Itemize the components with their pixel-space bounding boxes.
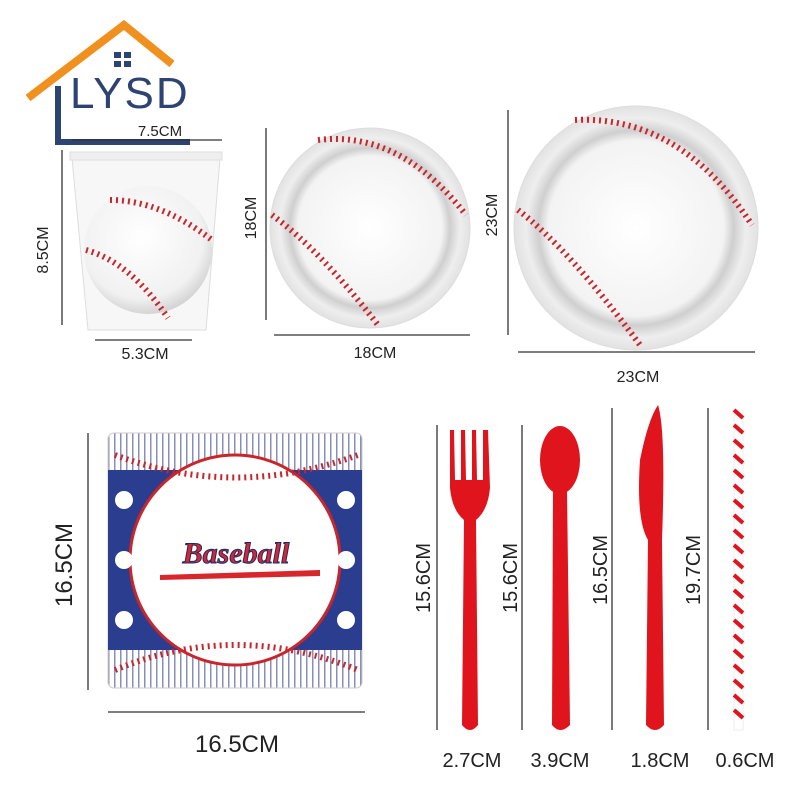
napkin: Baseball	[107, 432, 363, 689]
cup-height-label: 8.5CM	[35, 226, 52, 273]
fork-width-label: 2.7CM	[443, 750, 502, 772]
paper-cup	[69, 151, 223, 331]
straw-width-label: 0.6CM	[716, 750, 775, 772]
small-plate-width-label: 18CM	[354, 345, 397, 362]
fork-length-label: 15.6CM	[413, 543, 435, 613]
spoon-width-label: 3.9CM	[531, 750, 590, 772]
spoon	[540, 426, 580, 730]
fork	[450, 430, 490, 730]
knife	[639, 405, 664, 730]
knife-length-label: 16.5CM	[590, 535, 612, 605]
straw-length-label: 19.7CM	[683, 535, 705, 605]
small-plate	[269, 127, 471, 329]
large-plate	[513, 105, 759, 351]
knife-width-label: 1.8CM	[631, 750, 690, 772]
large-plate-width-label: 23CM	[617, 369, 660, 386]
cup-bottom-label: 5.3CM	[121, 346, 168, 363]
spoon-length-label: 15.6CM	[500, 543, 522, 613]
logo-text: LYSD	[70, 69, 190, 118]
straw	[732, 408, 745, 731]
napkin-width-label: 16.5CM	[195, 731, 279, 758]
large-plate-height-label: 23CM	[484, 194, 501, 237]
napkin-height-label: 16.5CM	[51, 523, 78, 607]
brand-logo: LYSD	[25, 19, 190, 145]
cup-width-label: 7.5CM	[138, 123, 182, 140]
small-plate-height-label: 18CM	[243, 197, 260, 240]
napkin-baseball-text: Baseball	[182, 537, 290, 570]
